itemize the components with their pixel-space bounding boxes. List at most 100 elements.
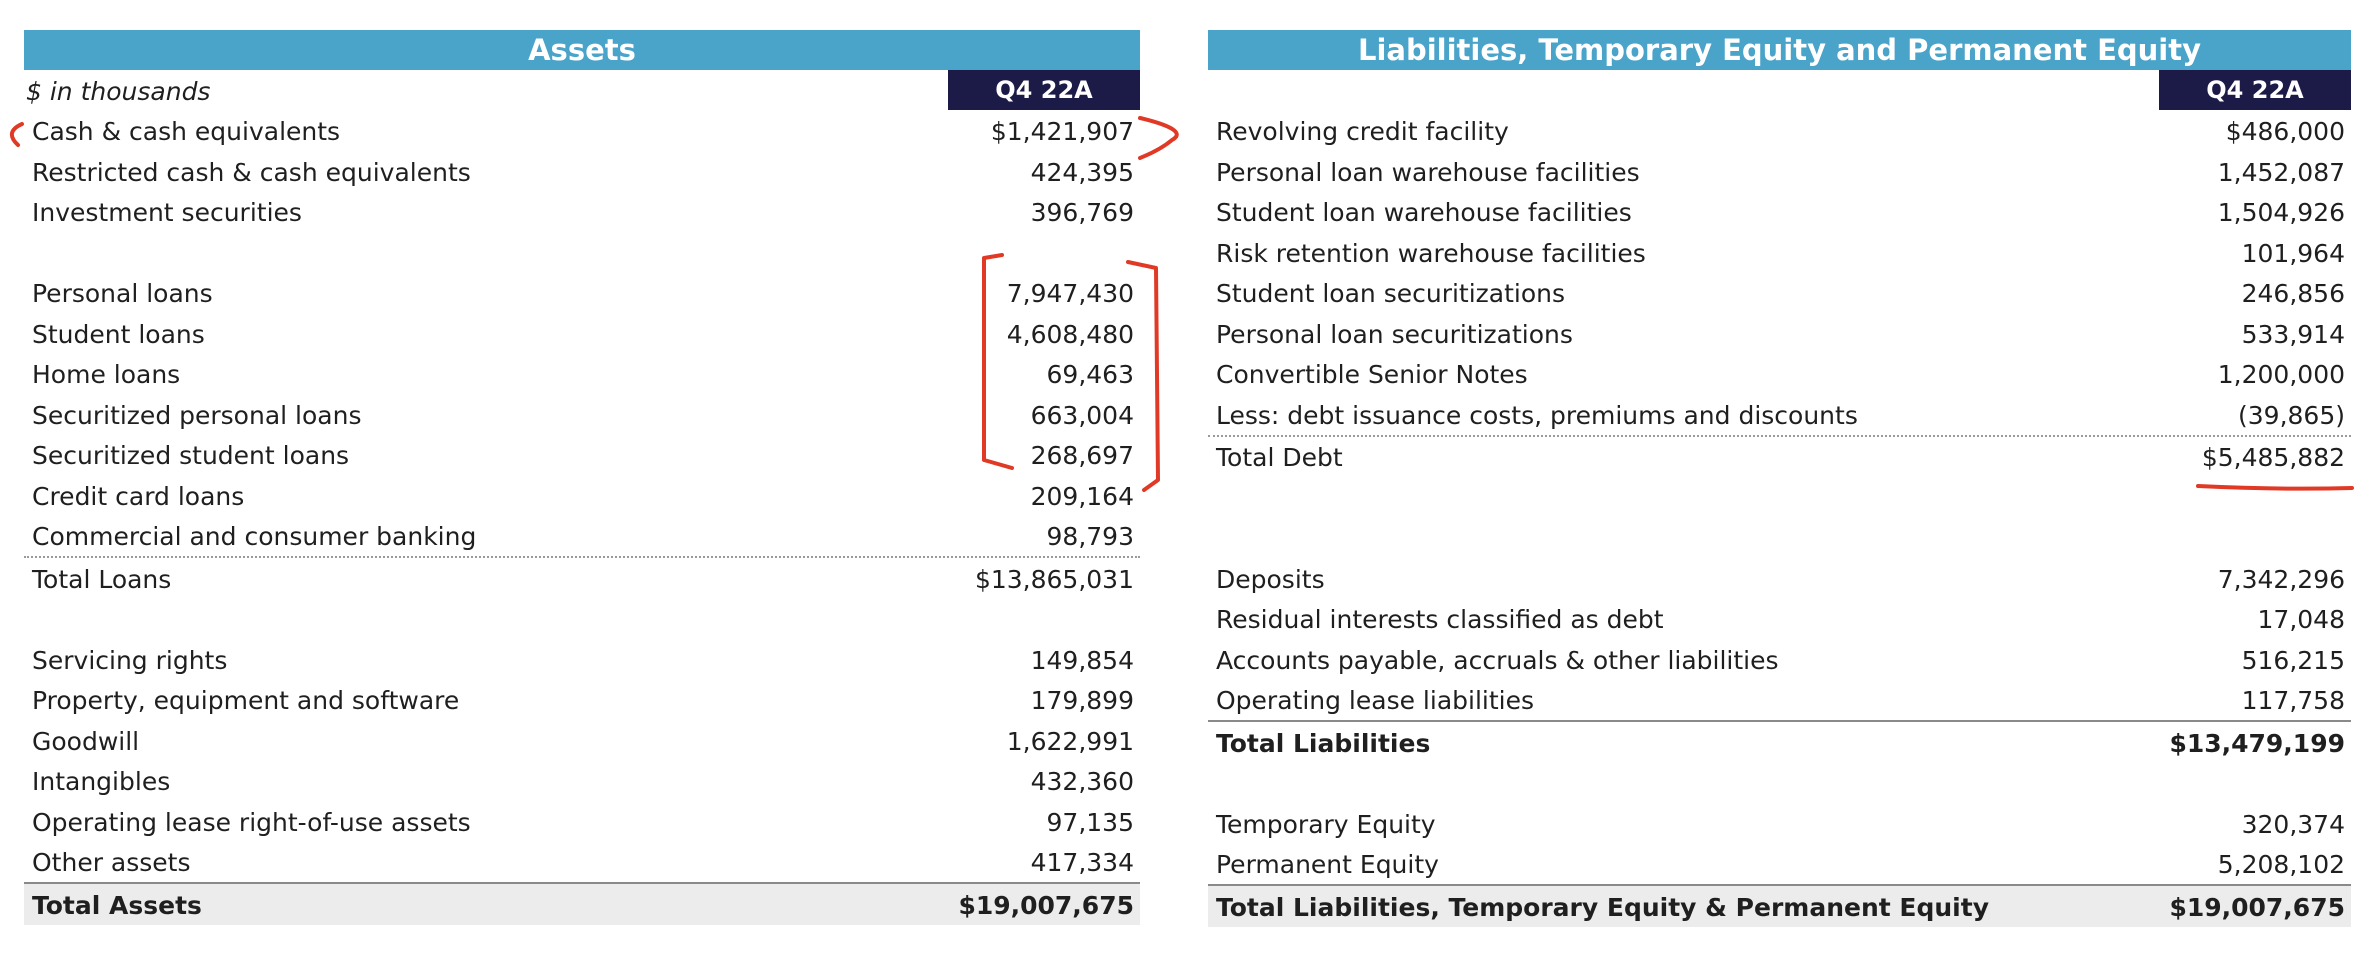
row-label: Accounts payable, accruals & other liabi… [1216,645,1779,675]
row-value: 246,856 [2241,279,2345,308]
row-value: 179,899 [1030,686,1134,715]
row-value: 320,374 [2241,809,2345,839]
row-value: 516,215 [2241,645,2345,675]
row-label: Credit card loans [32,481,245,511]
row-label: Total Liabilities, Temporary Equity & Pe… [1216,892,1989,922]
table-row: Home loans 69,463 [24,354,1140,395]
table-row: Securitized student loans 268,697 [24,435,1140,476]
spacer-row [1208,477,2351,518]
row-value: 1,452,087 [2217,157,2345,187]
row-value: 101,964 [2241,238,2345,268]
row-label: Securitized personal loans [32,400,362,430]
row-label: Restricted cash & cash equivalents [32,157,471,187]
row-value: 97,135 [1046,807,1134,837]
row-label: Property, equipment and software [32,686,460,715]
row-value: 17,048 [2257,605,2345,634]
total-liabilities-equity-row: Total Liabilities, Temporary Equity & Pe… [1208,886,2351,927]
table-row: Restricted cash & cash equivalents 424,39… [24,151,1140,192]
row-value: 98,793 [1046,522,1134,551]
assets-period-badge: Q4 22A [948,70,1140,110]
spacer-row [24,599,1140,640]
table-row: Less: debt issuance costs, premiums and … [1208,394,2351,437]
table-row: Cash & cash equivalents $1,421,907 [24,111,1140,152]
table-row: Convertible Senior Notes 1,200,000 [1208,354,2351,395]
total-debt-row: Total Debt $5,485,882 [1208,437,2351,478]
row-label: Less: debt issuance costs, premiums and … [1216,400,1858,430]
row-label: Temporary Equity [1216,809,1436,839]
total-assets-row: Total Assets $19,007,675 [24,884,1140,925]
table-row: Personal loans 7,947,430 [24,273,1140,314]
table-row: Residual interests classified as debt 17,… [1208,599,2351,640]
table-row: Student loan warehouse facilities 1,504,9… [1208,192,2351,233]
row-value: 396,769 [1030,198,1134,227]
row-value: 4,608,480 [1006,319,1134,349]
row-label: Total Debt [1216,443,1343,472]
liabilities-period-badge: Q4 22A [2159,70,2351,110]
row-value: $5,485,882 [2201,443,2345,472]
row-value: 117,758 [2241,686,2345,715]
table-row: Student loan securitizations 246,856 [1208,273,2351,314]
row-label: Revolving credit facility [1216,117,1509,146]
row-value: 69,463 [1046,360,1134,389]
table-row: Goodwill 1,622,991 [24,720,1140,761]
row-value: 209,164 [1030,481,1134,511]
row-value: $1,421,907 [990,117,1134,146]
row-value: 149,854 [1030,645,1134,675]
table-row: Securitized personal loans 663,004 [24,394,1140,435]
row-value: 533,914 [2241,319,2345,349]
cash-annotation-right-bracket [1138,116,1179,160]
table-row: Personal loan warehouse facilities 1,452,… [1208,151,2351,192]
row-label: Personal loan warehouse facilities [1216,157,1640,187]
row-value: $13,479,199 [2169,728,2345,758]
row-value: (39,865) [2238,400,2345,430]
row-label: Total Loans [32,564,172,594]
table-row: Commercial and consumer banking 98,793 [24,516,1140,558]
total-loans-row: Total Loans $13,865,031 [24,558,1140,599]
spacer-row [1208,763,2351,804]
table-row: Operating lease right-of-use assets 97,13… [24,801,1140,842]
row-value: 1,504,926 [2217,198,2345,227]
total-liabilities-row: Total Liabilities $13,479,199 [1208,722,2351,763]
row-label: Convertible Senior Notes [1216,360,1528,389]
row-value: $19,007,675 [958,890,1134,920]
row-label: Securitized student loans [32,441,350,470]
cash-annotation-left-bracket [10,122,24,147]
row-label: Permanent Equity [1216,850,1439,879]
table-row: Intangibles 432,360 [24,761,1140,802]
row-label: Personal loans [32,279,213,308]
row-label: Operating lease right-of-use assets [32,807,471,837]
row-label: Other assets [32,848,191,877]
row-label: Student loan warehouse facilities [1216,198,1632,227]
row-value: $19,007,675 [2169,892,2345,922]
spacer-row [24,232,1140,273]
assets-header: Assets [24,30,1140,70]
table-row: Operating lease liabilities 117,758 [1208,680,2351,722]
liabilities-panel: Liabilities, Temporary Equity and Perman… [1208,30,2351,927]
row-value: $486,000 [2225,117,2345,146]
row-value: 432,360 [1030,767,1134,796]
row-label: Commercial and consumer banking [32,522,477,551]
table-row: Property, equipment and software 179,899 [24,680,1140,721]
spacer-row [1208,518,2351,559]
table-row: Investment securities 396,769 [24,192,1140,233]
row-label: Total Liabilities [1216,728,1431,758]
row-label: Investment securities [32,198,302,227]
row-label: Operating lease liabilities [1216,686,1535,715]
row-value: 1,622,991 [1006,726,1134,756]
row-value: 417,334 [1030,848,1134,877]
table-row: Revolving credit facility $486,000 [1208,111,2351,152]
row-label: Deposits [1216,564,1325,594]
row-label: Servicing rights [32,645,228,675]
row-label: Student loans [32,319,205,349]
table-row: Risk retention warehouse facilities 101,9… [1208,232,2351,273]
table-row: Accounts payable, accruals & other liabi… [1208,639,2351,680]
row-label: Residual interests classified as debt [1216,605,1664,634]
row-value: 1,200,000 [2217,360,2345,389]
row-label: Personal loan securitizations [1216,319,1573,349]
table-row: Personal loan securitizations 533,914 [1208,313,2351,354]
table-row: Deposits 7,342,296 [1208,558,2351,599]
row-label: Total Assets [32,890,202,920]
liabilities-period-row: Q4 22A [1208,70,2351,111]
liabilities-header: Liabilities, Temporary Equity and Perman… [1208,30,2351,70]
table-row: Servicing rights 149,854 [24,639,1140,680]
